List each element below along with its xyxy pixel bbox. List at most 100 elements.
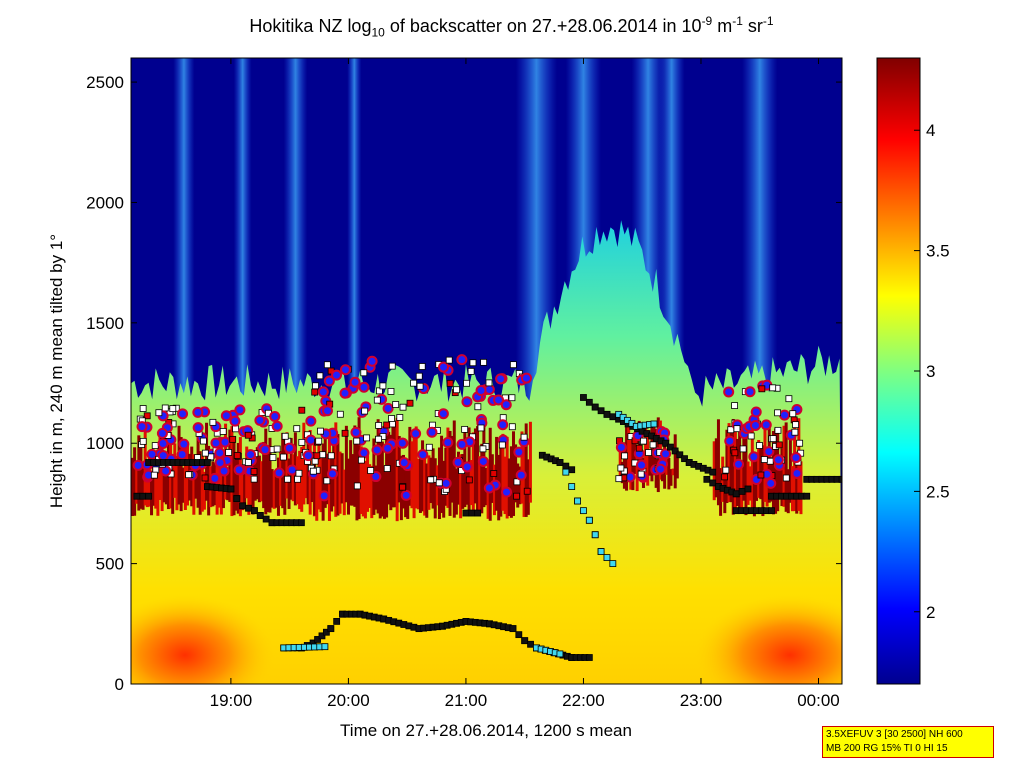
cloud-backscatter-column xyxy=(746,461,750,505)
cloud-detection-marker xyxy=(660,448,672,460)
cloud-base-marker xyxy=(709,468,717,476)
cloud-detection-marker xyxy=(461,396,473,408)
cloud-base-marker xyxy=(139,492,147,500)
cloud-detection-marker xyxy=(456,438,468,450)
cloud-backscatter-column xyxy=(154,468,158,509)
cloud-detection-marker xyxy=(645,449,652,456)
cloud-base-marker xyxy=(609,413,617,421)
cloud-backscatter-column xyxy=(243,460,247,507)
cloud-detection-marker xyxy=(375,422,383,429)
y-tick-label: 0 xyxy=(115,675,124,694)
cloud-backscatter-column xyxy=(499,443,503,517)
cloud-detection-marker xyxy=(302,450,314,462)
cloud-detection-marker xyxy=(192,422,204,434)
lower-atmosphere-field xyxy=(131,220,842,684)
cloud-base-marker-alt xyxy=(609,560,617,568)
cloud-detection-marker xyxy=(479,445,487,453)
cloud-base-marker xyxy=(738,487,746,495)
cloud-backscatter-column xyxy=(175,455,179,511)
cloud-detection-marker xyxy=(234,404,246,416)
cloud-backscatter-column xyxy=(219,441,223,515)
cloud-detection-marker xyxy=(417,449,429,461)
cloud-backscatter-column xyxy=(671,468,675,476)
cloud-backscatter-column xyxy=(347,458,351,515)
y-tick-label: 1000 xyxy=(86,434,124,453)
cloud-detection-marker xyxy=(640,437,647,445)
cloud-base-marker-alt xyxy=(574,497,581,505)
cloud-backscatter-column xyxy=(380,441,384,517)
cloud-backscatter-column xyxy=(790,466,794,512)
colorbar-tick-label: 3 xyxy=(926,362,935,381)
cloud-detection-marker xyxy=(294,475,301,483)
cloud-detection-marker xyxy=(157,450,169,462)
cloud-detection-marker xyxy=(315,437,323,445)
cloud-detection-marker xyxy=(782,474,790,482)
cloud-detection-marker xyxy=(341,429,349,437)
cloud-backscatter-column xyxy=(784,422,788,512)
x-axis-label: Time on 27.+28.06.2014, 1200 s mean xyxy=(340,721,632,740)
boundary-layer-marker xyxy=(515,631,523,639)
cloud-backscatter-column xyxy=(302,422,306,505)
colorbar-tick-label: 2.5 xyxy=(926,482,950,501)
cloud-detection-marker xyxy=(305,434,317,446)
cloud-backscatter-column xyxy=(421,440,425,512)
cloud-detection-marker xyxy=(760,456,768,463)
cloud-base-marker xyxy=(245,504,252,512)
cloud-detection-marker xyxy=(637,470,645,478)
cloud-backscatter-column xyxy=(262,441,266,509)
cloud-backscatter-column xyxy=(389,434,393,511)
cloud-detection-marker xyxy=(474,403,482,411)
cloud-backscatter-column xyxy=(397,435,401,503)
x-axis: 19:00 20:00 21:00 22:00 23:00 00:00 xyxy=(210,58,840,710)
cloud-detection-marker xyxy=(520,433,528,441)
cloud-detection-marker xyxy=(271,420,283,432)
cloud-detection-marker xyxy=(426,426,438,438)
cloud-detection-marker xyxy=(360,369,368,377)
processing-info-box: 3.5XEFUV 3 [30 2500] NH 600 MB 200 RG 15… xyxy=(822,726,994,758)
surface-layer-hotspot-right xyxy=(695,595,842,684)
cloud-detection-marker xyxy=(146,448,158,460)
cloud-detection-marker xyxy=(219,428,227,435)
cloud-detection-marker xyxy=(523,487,531,495)
y-tick-label: 2000 xyxy=(86,193,124,212)
cloud-base-marker xyxy=(203,459,211,466)
cloud-backscatter-column xyxy=(291,454,295,502)
cloud-detection-marker xyxy=(739,445,747,453)
cloud-detection-marker xyxy=(750,406,762,418)
boundary-layer-marker xyxy=(318,632,326,640)
cloud-detection-marker xyxy=(139,405,147,412)
cloud-backscatter-column xyxy=(716,419,720,506)
cloud-backscatter-column xyxy=(416,458,420,510)
cloud-detection-marker xyxy=(722,466,730,474)
cloud-detection-marker xyxy=(442,436,454,448)
cloud-backscatter-column xyxy=(276,457,280,516)
cloud-backscatter-column xyxy=(310,473,314,503)
cloud-backscatter-column xyxy=(452,420,456,518)
cloud-detection-marker xyxy=(273,445,281,453)
cloud-backscatter-column xyxy=(361,450,365,517)
boundary-layer-marker xyxy=(521,637,529,645)
cloud-detection-marker xyxy=(143,412,151,420)
cloud-detection-marker xyxy=(617,464,625,472)
cloud-detection-marker xyxy=(233,464,245,476)
cloud-detection-marker xyxy=(280,453,287,461)
cloud-detection-marker xyxy=(766,457,774,465)
cloud-detection-marker xyxy=(361,407,369,415)
cloud-backscatter-column xyxy=(393,423,397,508)
cloud-backscatter-column xyxy=(488,427,492,521)
cloud-backscatter-column xyxy=(232,441,236,516)
colorbar-axis: 2 2.5 3 3.5 4 xyxy=(914,121,950,622)
cloud-backscatter-column xyxy=(793,425,797,512)
y-axis-label: Height in m, 240 m mean tilted by 1° xyxy=(47,234,66,508)
cloud-base-marker xyxy=(250,507,258,515)
cloud-detection-marker xyxy=(615,475,623,483)
cloud-detection-marker xyxy=(635,459,647,471)
cloud-detection-marker xyxy=(232,425,239,433)
cloud-detection-marker xyxy=(298,406,306,414)
cloud-base-marker xyxy=(671,447,679,455)
cloud-backscatter-column xyxy=(395,417,399,522)
y-axis: 0 500 1000 1500 2000 2500 xyxy=(86,73,842,694)
cloud-backscatter-column xyxy=(156,453,160,516)
cloud-detection-marker xyxy=(383,421,391,429)
cloud-detection-marker xyxy=(366,355,378,367)
